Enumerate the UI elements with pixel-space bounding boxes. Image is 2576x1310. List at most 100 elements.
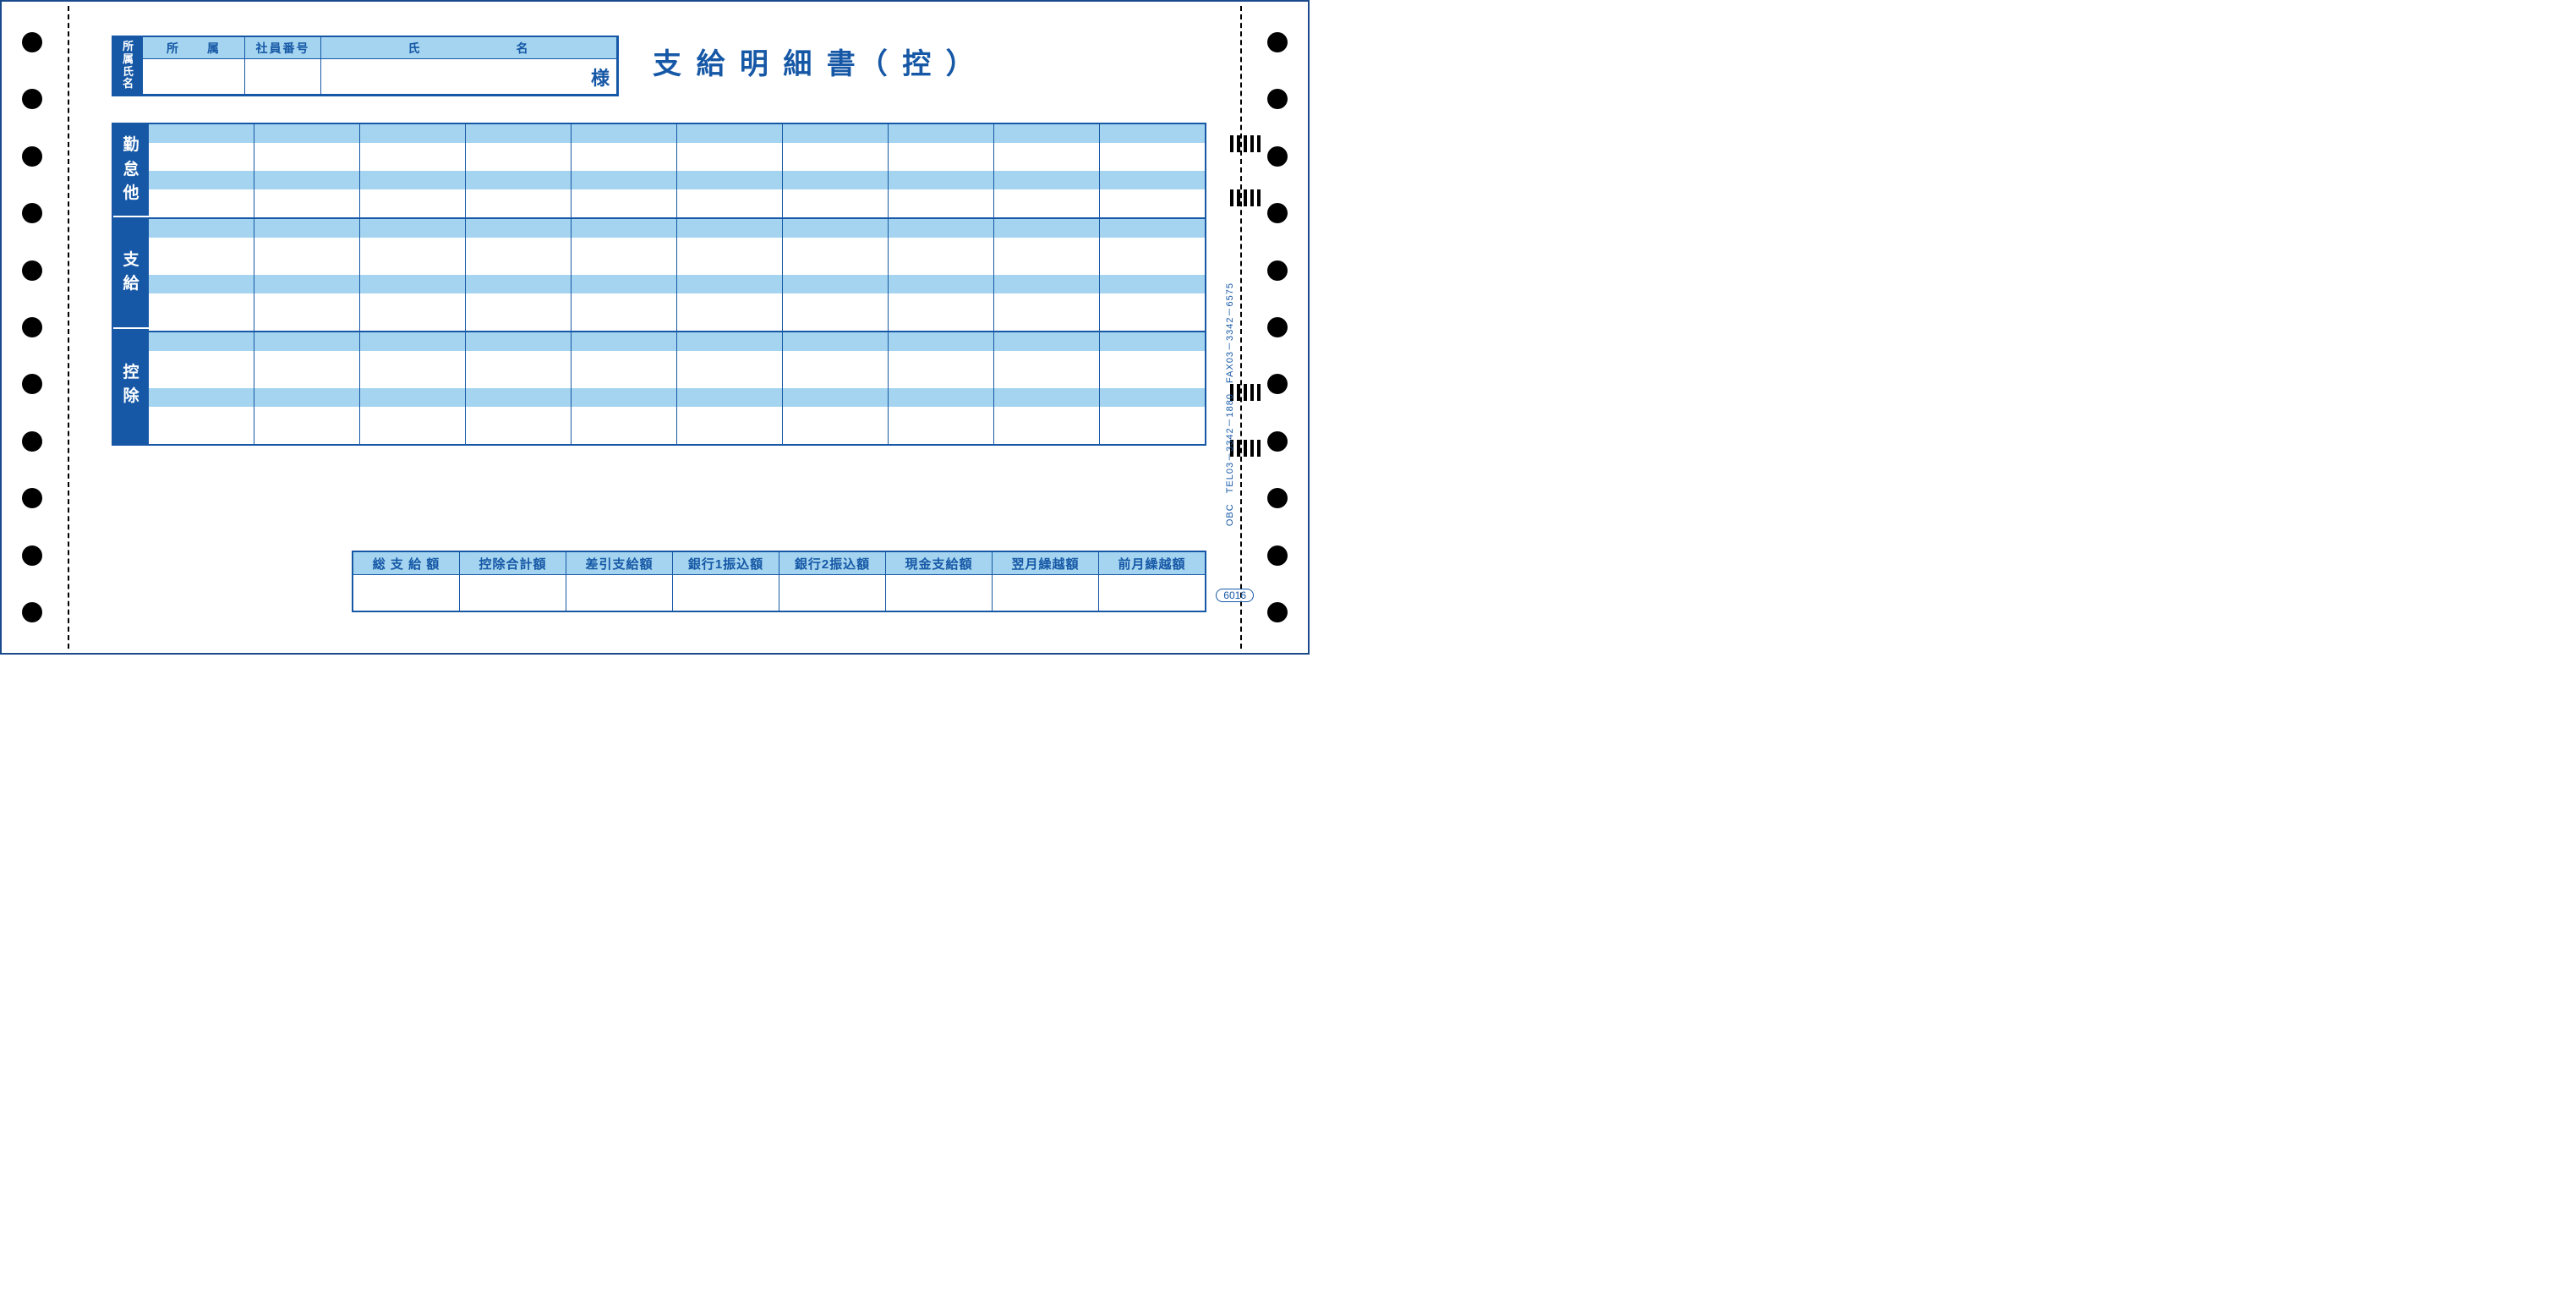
grid-header-cell: [889, 275, 994, 293]
grid-header-cell: [783, 219, 889, 238]
grid-value-cell: [889, 189, 994, 217]
grid-header-cell: [254, 332, 360, 351]
grid-value-cell: [889, 238, 994, 275]
grid-value-cell: [466, 189, 572, 217]
header-col-value: 様: [321, 59, 616, 94]
grid-value-cell: [360, 238, 466, 275]
grid-value-cell: [254, 293, 360, 331]
summary-header-cell: 控除合計額: [460, 552, 566, 575]
grid-header-cell: [572, 219, 677, 238]
summary-value-cell: [353, 575, 460, 611]
grid-value-cell: [254, 407, 360, 444]
grid-header-cell: [889, 124, 994, 143]
grid-value-cell: [149, 293, 254, 331]
sprocket-hole: [22, 146, 42, 167]
grid-value-cell: [466, 351, 572, 388]
grid-value-cell: [783, 293, 889, 331]
header-col-value: [245, 59, 320, 94]
grid-header-cell: [994, 124, 1100, 143]
section-kojo: [149, 332, 1206, 446]
grid-value-cell: [360, 293, 466, 331]
grid-header-cell: [360, 332, 466, 351]
grid-value-cell: [994, 407, 1100, 444]
grid-header-cell: [254, 275, 360, 293]
grid-value-cell: [889, 407, 994, 444]
sprocket-hole: [1267, 488, 1288, 508]
form-number: 6016: [1216, 589, 1254, 602]
grid-value-cell: [360, 351, 466, 388]
sprocket-hole: [1267, 317, 1288, 337]
grid-header-cell: [994, 219, 1100, 238]
grid-value-cell: [677, 238, 783, 275]
grid-header-cell: [149, 219, 254, 238]
grid-value-cell: [783, 143, 889, 171]
section-shikyu: [149, 219, 1206, 332]
grid-header-cell: [572, 332, 677, 351]
grid-value-cell: [1100, 189, 1206, 217]
grid-header-cell: [677, 124, 783, 143]
header-side-label: 所属氏名: [113, 37, 143, 94]
grid-header-cell: [360, 388, 466, 407]
grid-value-cell: [149, 351, 254, 388]
grid-header-cell: [1100, 388, 1206, 407]
sprocket-holes-right: [1267, 2, 1288, 653]
sprocket-hole: [22, 602, 42, 622]
grid-header-cell: [677, 332, 783, 351]
sprocket-hole: [1267, 203, 1288, 223]
grid-value-cell: [572, 351, 677, 388]
sprocket-hole: [22, 317, 42, 337]
grid-value-cell: [994, 189, 1100, 217]
grid-value-cell: [889, 293, 994, 331]
summary-header-cell: 現金支給額: [886, 552, 993, 575]
summary-value-cell: [993, 575, 1099, 611]
sprocket-hole: [22, 374, 42, 394]
grid-header-cell: [994, 171, 1100, 189]
grid-header-cell: [994, 275, 1100, 293]
grid-header-cell: [360, 275, 466, 293]
sprocket-hole: [1267, 602, 1288, 622]
grid-header-cell: [466, 171, 572, 189]
grid-value-cell: [572, 143, 677, 171]
grid-value-cell: [466, 407, 572, 444]
grid-value-cell: [360, 407, 466, 444]
grid-value-cell: [783, 351, 889, 388]
grid-header-cell: [889, 219, 994, 238]
grid-header-cell: [1100, 124, 1206, 143]
grid-header-cell: [677, 388, 783, 407]
header-col: 所 属: [143, 37, 244, 94]
summary-header-cell: 翌月繰越額: [993, 552, 1099, 575]
grid-header-cell: [783, 388, 889, 407]
grid-value-cell: [572, 238, 677, 275]
header-col-label: 所 属: [143, 37, 244, 59]
grid-value-cell: [466, 293, 572, 331]
summary-table: 総 支 給 額控除合計額差引支給額銀行1振込額銀行2振込額現金支給額翌月繰越額前…: [352, 551, 1206, 612]
grid-header-cell: [1100, 332, 1206, 351]
sprocket-hole: [22, 545, 42, 566]
summary-value-cell: [779, 575, 886, 611]
grid-value-cell: [254, 351, 360, 388]
summary-value-cell: [566, 575, 673, 611]
sprocket-hole: [1267, 431, 1288, 452]
grid-header-cell: [889, 171, 994, 189]
header-box: 所属氏名 所 属社員番号氏 名様: [112, 36, 619, 96]
summary-value-cell: [460, 575, 566, 611]
grid-value-cell: [994, 351, 1100, 388]
header-col-label: 社員番号: [245, 37, 320, 59]
header-col: 氏 名様: [320, 37, 616, 94]
summary-header-cell: 銀行2振込額: [779, 552, 886, 575]
grid-value-cell: [677, 189, 783, 217]
grid-value-cell: [466, 238, 572, 275]
grid-header-cell: [783, 332, 889, 351]
grid-value-cell: [149, 238, 254, 275]
perforation-left: [68, 6, 69, 649]
grid-value-cell: [783, 238, 889, 275]
summary-header-cell: 差引支給額: [566, 552, 673, 575]
grid-value-cell: [677, 351, 783, 388]
grid-header-cell: [1100, 275, 1206, 293]
grid-header-cell: [572, 388, 677, 407]
section-kintai: [149, 124, 1206, 219]
grid-value-cell: [360, 143, 466, 171]
sprocket-hole: [22, 431, 42, 452]
section-label-kintai: 勤怠他: [113, 124, 149, 217]
sprocket-hole: [22, 488, 42, 508]
